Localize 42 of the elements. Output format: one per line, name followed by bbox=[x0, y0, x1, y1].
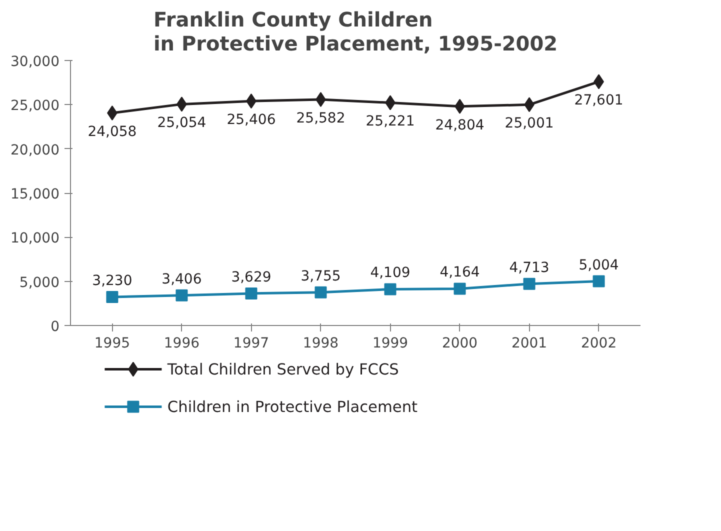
x-tick-label: 1999 bbox=[372, 336, 408, 352]
data-label: 25,406 bbox=[226, 112, 276, 128]
point bbox=[176, 289, 188, 302]
point bbox=[592, 275, 605, 288]
legend-label: Total Children Served by FCCS bbox=[166, 360, 399, 378]
data-label: 27,601 bbox=[574, 92, 624, 109]
data-label: 25,582 bbox=[296, 110, 346, 127]
data-label: 25,054 bbox=[157, 115, 206, 132]
y-tick-label: 5,000 bbox=[19, 274, 60, 291]
legend-label: Children in Protective Placement bbox=[167, 398, 418, 416]
data-label: 24,058 bbox=[88, 124, 137, 140]
data-label: 3,755 bbox=[300, 268, 341, 284]
x-tick-label: 1995 bbox=[94, 336, 130, 352]
y-tick-label: 10,000 bbox=[10, 230, 60, 247]
data-label: 4,713 bbox=[509, 260, 550, 276]
point bbox=[106, 290, 118, 303]
x-tick-label: 2002 bbox=[580, 336, 617, 352]
y-tick-label: 0 bbox=[50, 319, 60, 335]
data-label: 3,406 bbox=[162, 271, 202, 288]
y-tick-label: 20,000 bbox=[10, 142, 60, 158]
data-label: 25,221 bbox=[366, 114, 415, 130]
point bbox=[454, 282, 466, 295]
x-tick-label: 2000 bbox=[442, 336, 478, 352]
x-tick-label: 2001 bbox=[511, 336, 548, 352]
point bbox=[245, 287, 258, 300]
x-tick-label: 1996 bbox=[164, 336, 200, 352]
y-tick-label: 25,000 bbox=[10, 98, 60, 114]
data-label: 25,001 bbox=[504, 116, 554, 132]
chart-title: Franklin County Children in Protective Placement, 1995-2002 bbox=[153, 8, 558, 56]
data-label: 4,164 bbox=[440, 264, 480, 281]
point bbox=[314, 286, 327, 298]
y-tick-label: 30,000 bbox=[10, 54, 60, 70]
data-label: 24,804 bbox=[435, 117, 484, 134]
data-label: 3,230 bbox=[92, 272, 132, 289]
x-tick-label: 1998 bbox=[302, 336, 339, 352]
data-label: 3,629 bbox=[231, 269, 272, 286]
point bbox=[523, 278, 536, 290]
y-tick-label: 15,000 bbox=[10, 186, 60, 202]
data-label: 5,004 bbox=[578, 257, 619, 274]
x-tick-label: 1997 bbox=[233, 336, 270, 352]
point bbox=[384, 283, 396, 296]
data-label: 4,109 bbox=[370, 265, 410, 282]
